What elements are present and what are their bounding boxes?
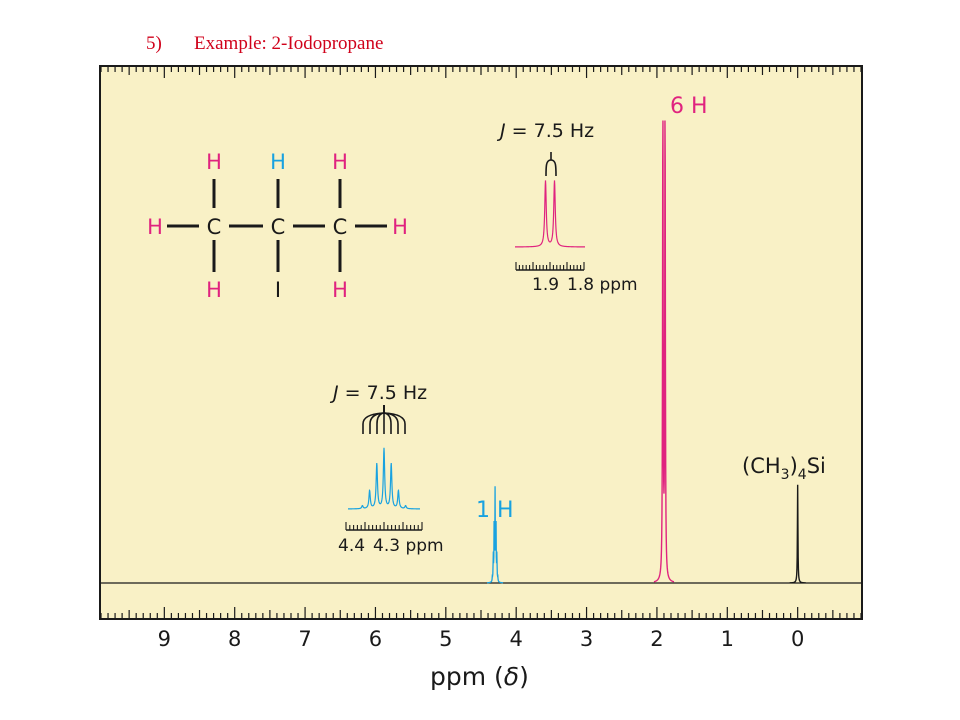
x-tick-label: 7: [298, 627, 311, 651]
septet-inset: J = 7.5 Hz 4.4 4.3 ppm: [329, 382, 444, 556]
slide-number: 5): [146, 33, 162, 54]
slide-header: 5) Example: 2-Iodopropane: [146, 33, 383, 55]
x-tick-label: 3: [580, 627, 593, 651]
atom-h: H: [206, 278, 222, 302]
doublet-scale-label-a: 1.9: [532, 275, 559, 295]
x-tick-label: 4: [509, 627, 522, 651]
x-tick-labels: 9 8 7 6 5 4 3 2 1 0: [158, 627, 805, 651]
atom-i: I: [275, 278, 281, 302]
x-tick-label: 8: [228, 627, 241, 651]
tree-branch: [376, 412, 385, 434]
septet-scale-label-a: 4.4: [338, 536, 365, 556]
x-tick-label: 9: [158, 627, 171, 651]
doublet-inset: J = 7.5 Hz 1.9 1.8 ppm: [496, 120, 638, 295]
atom-c: C: [207, 215, 222, 239]
atom-h: H: [332, 150, 348, 174]
label-6h: 6 H: [670, 94, 708, 119]
plot-frame: [99, 65, 863, 620]
septet-peak-1h: [487, 486, 504, 584]
septet-splitting-tree: [362, 405, 406, 434]
septet-inset-scale: [345, 522, 423, 531]
doublet-j-label: J = 7.5 Hz: [496, 120, 594, 142]
x-tick-label: 6: [369, 627, 382, 651]
slide-title: Example: 2-Iodopropane: [194, 33, 384, 54]
atom-h: H: [206, 150, 222, 174]
doublet-scale-label-b: 1.8 ppm: [567, 275, 638, 295]
x-tick-label: 2: [650, 627, 663, 651]
molecule-atoms: H H H H C C C H H I H: [147, 150, 408, 302]
label-1h: 1 H: [476, 498, 514, 523]
septet-inset-trace: [348, 447, 420, 510]
doublet-splitting-tree: [545, 152, 557, 177]
molecule-structure: [167, 179, 387, 272]
axis-ticks: [100, 67, 862, 618]
atom-h: H: [392, 215, 408, 239]
atom-c: C: [271, 215, 286, 239]
doublet-peak-6h: [653, 120, 675, 583]
x-tick-label: 5: [439, 627, 452, 651]
atom-h: H: [270, 150, 286, 174]
x-axis-label: ppm (δ): [430, 662, 529, 691]
tms-peak: [789, 484, 806, 584]
septet-scale-label-b: 4.3 ppm: [373, 536, 444, 556]
label-tms: (CH3)4Si: [742, 454, 826, 483]
atom-c: C: [333, 215, 348, 239]
atom-h: H: [332, 278, 348, 302]
x-tick-label: 0: [791, 627, 804, 651]
doublet-inset-trace: [515, 180, 585, 248]
atom-h: H: [147, 215, 163, 239]
doublet-inset-scale: [515, 262, 585, 271]
tree-branch: [383, 412, 406, 434]
septet-j-label: J = 7.5 Hz: [329, 382, 427, 404]
x-tick-label: 1: [721, 627, 734, 651]
